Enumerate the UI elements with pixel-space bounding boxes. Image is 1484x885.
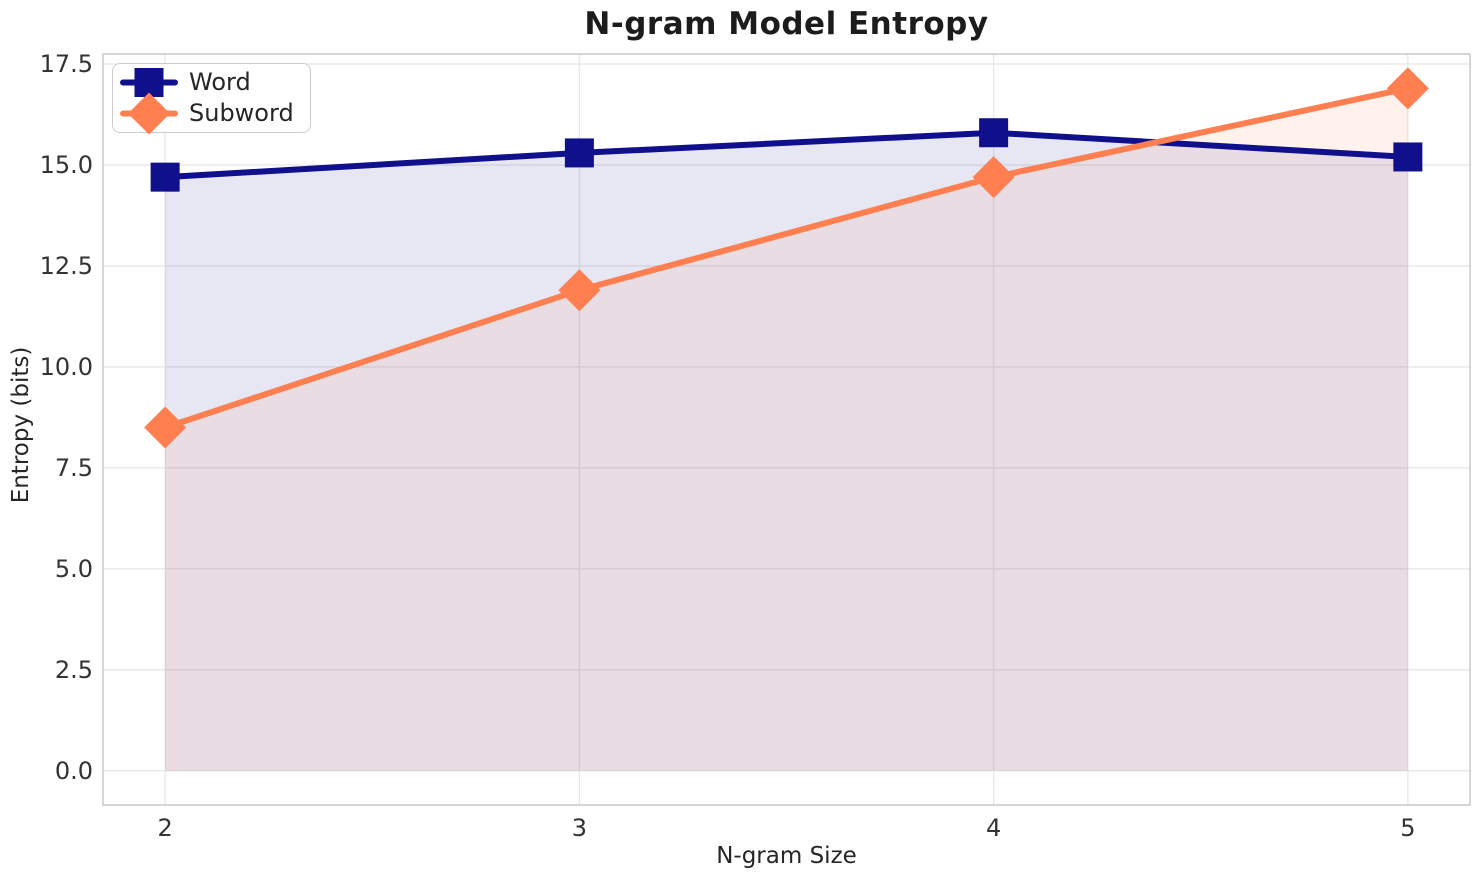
diamond-marker-icon [1386, 67, 1429, 110]
y-tick-label: 2.5 [54, 655, 93, 684]
legend-label-word: Word [189, 68, 251, 96]
square-marker-icon [564, 138, 594, 168]
x-tick-label: 4 [985, 814, 1002, 842]
x-tick-label: 5 [1400, 814, 1416, 842]
y-tick-label: 10.0 [39, 352, 93, 381]
diamond-marker-icon [972, 156, 1015, 199]
word-series-marker-icon [120, 68, 178, 97]
y-tick-label: 7.5 [54, 453, 93, 482]
y-tick-label: 12.5 [39, 251, 93, 280]
area-fill-subword [165, 88, 1408, 771]
line-word [162, 129, 1411, 181]
area-fill-word [165, 132, 1408, 771]
diamond-marker-icon [144, 406, 187, 449]
legend: Word Subword [112, 63, 311, 135]
y-tick-label: 5.0 [54, 554, 93, 583]
square-marker-icon [1393, 142, 1423, 172]
y-tick-label: 15.0 [39, 151, 93, 180]
square-marker-icon [150, 162, 180, 192]
legend-item-subword: Subword [120, 92, 294, 135]
x-tick-label: 2 [157, 814, 173, 842]
square-marker-icon [979, 118, 1009, 148]
legend-item-word: Word [120, 67, 294, 98]
x-axis-label: N-gram Size [716, 843, 857, 869]
diamond-marker-icon [558, 269, 601, 312]
chart-title: N-gram Model Entropy [584, 6, 989, 42]
y-axis-label: Entropy (bits) [8, 346, 34, 504]
y-tick-label: 17.5 [39, 50, 93, 79]
x-tick-label: 3 [571, 814, 588, 842]
plot-border [102, 53, 1471, 806]
square-marker-icon [134, 68, 164, 97]
diamond-marker-icon [128, 92, 170, 135]
legend-label-subword: Subword [189, 99, 294, 127]
line-subword [162, 85, 1411, 431]
y-tick-label: 0.0 [54, 756, 93, 785]
subword-series-marker-icon [120, 92, 178, 135]
